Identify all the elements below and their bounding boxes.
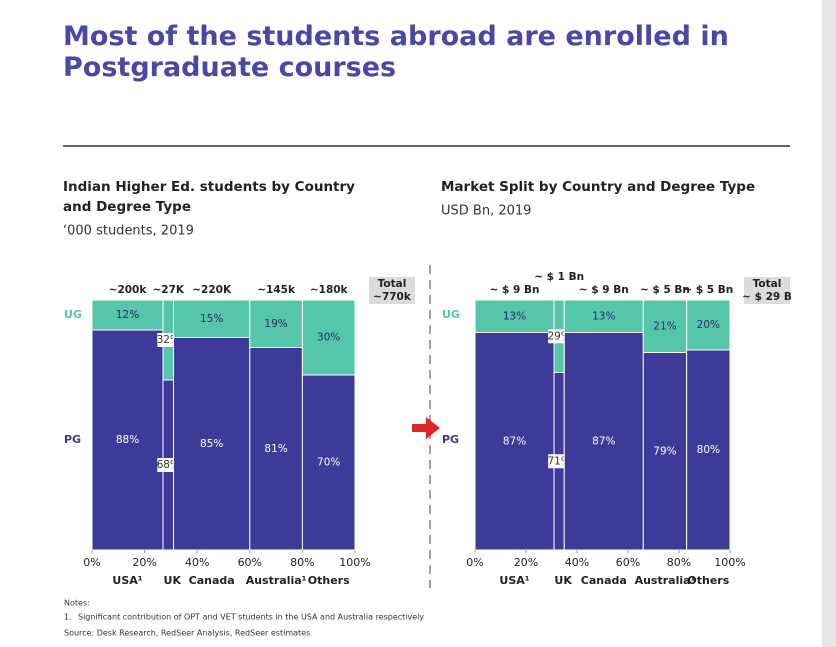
segment [474, 299, 555, 333]
chart-subtitle: USD Bn, 2019 [441, 204, 531, 219]
column-label: ~200k [109, 284, 148, 296]
total-title: Total [753, 278, 782, 290]
segment [173, 337, 251, 551]
x-tick-label: 100% [714, 556, 745, 569]
column-label: ~ $ 9 Bn [490, 284, 540, 296]
segment [563, 299, 644, 333]
x-tick-label: 60% [616, 556, 640, 569]
x-tick-label: 20% [514, 556, 538, 569]
value-label: 20% [697, 319, 720, 331]
chart-title: Indian Higher Ed. students by Country and… [63, 179, 355, 215]
category-label: Australia¹ [246, 574, 307, 587]
category-label: USA¹ [499, 574, 529, 587]
category-label: Canada [581, 574, 627, 587]
x-tick-label: 60% [238, 556, 262, 569]
x-tick-label: 40% [565, 556, 589, 569]
column-label: ~180k [310, 284, 349, 296]
value-label: 19% [264, 318, 287, 330]
x-tick-label: 80% [667, 556, 691, 569]
note-text: Significant contribution of OPT and VET … [78, 613, 424, 622]
row-label: UG [64, 308, 82, 321]
source: Source: Desk Research, RedSeer Analysis,… [64, 629, 310, 638]
category-label: Others [687, 574, 729, 587]
total-value: ~ $ 29 B [742, 291, 792, 303]
value-label: 12% [116, 309, 139, 321]
column-label: ~27K [152, 284, 184, 296]
x-tick-label: 100% [339, 556, 370, 569]
side-strip [822, 0, 836, 647]
chart-subtitle: ‘000 students, 2019 [63, 224, 194, 239]
total-title: Total [378, 278, 407, 290]
value-label: 70% [317, 457, 340, 469]
column-label: ~ $ 5 Bn [683, 284, 733, 296]
category-label: UK [554, 574, 572, 587]
x-tick-label: 20% [132, 556, 156, 569]
notes-heading: Notes: [64, 599, 90, 608]
value-label: 79% [653, 445, 676, 457]
total-box [744, 277, 790, 304]
value-label: 15% [200, 313, 223, 325]
category-label: Australia¹ [635, 574, 696, 587]
segment [686, 299, 731, 351]
segment [173, 299, 251, 338]
category-label: Canada [189, 574, 235, 587]
row-label: PG [442, 433, 459, 446]
segment [91, 299, 164, 331]
value-label: 80% [697, 444, 720, 456]
arrow [412, 417, 440, 439]
segment [642, 299, 688, 353]
value-label: 87% [503, 435, 526, 447]
segment [686, 349, 731, 551]
value-label: 13% [592, 310, 615, 322]
x-tick-label: 40% [185, 556, 209, 569]
column-label: ~220K [192, 284, 232, 296]
column-label: ~145k [257, 284, 296, 296]
value-label: 13% [503, 310, 526, 322]
value-label: 21% [653, 320, 676, 332]
segment [563, 332, 644, 551]
value-label: 81% [264, 443, 287, 455]
row-label: UG [442, 308, 460, 321]
column-label: ~ $ 1 Bn [534, 271, 584, 283]
x-tick-label: 80% [290, 556, 314, 569]
segment [474, 332, 555, 551]
page-title: Most of the students abroad are enrolled… [63, 21, 729, 83]
x-tick-label: 0% [83, 556, 100, 569]
category-label: UK [164, 574, 182, 587]
value-label: 88% [116, 434, 139, 446]
column-label: ~ $ 9 Bn [579, 284, 629, 296]
chart-title: Market Split by Country and Degree Type [441, 179, 755, 195]
x-tick-label: 0% [466, 556, 483, 569]
row-label: PG [64, 433, 81, 446]
total-value: ~770k [373, 291, 412, 303]
total-box [369, 277, 415, 304]
segment [301, 299, 356, 376]
value-label: 87% [592, 435, 615, 447]
value-label: 85% [200, 438, 223, 450]
category-label: Others [308, 574, 350, 587]
segment [301, 374, 356, 551]
value-label: 30% [317, 332, 340, 344]
category-label: USA¹ [112, 574, 142, 587]
segment [249, 347, 303, 551]
segment [642, 352, 688, 551]
note-number: 1. [64, 613, 72, 622]
column-label: ~ $ 5 Bn [640, 284, 690, 296]
